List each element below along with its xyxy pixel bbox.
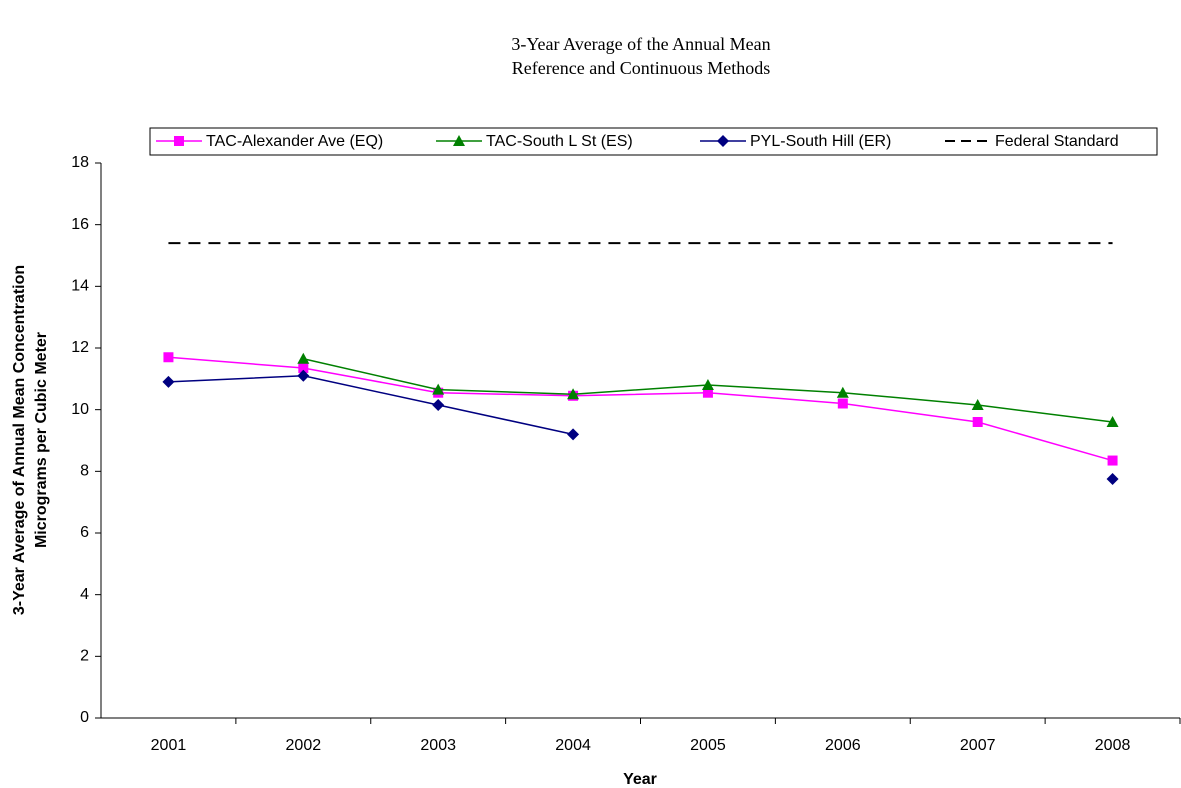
x-tick-label: 2005 xyxy=(690,737,726,754)
legend-label: TAC-South L St (ES) xyxy=(486,133,633,150)
legend-box xyxy=(149,127,1158,156)
data-point xyxy=(701,379,714,390)
chart-title: 3-Year Average of the Annual Mean xyxy=(511,34,770,54)
x-tick-label: 2004 xyxy=(555,737,591,754)
data-point xyxy=(836,386,849,398)
x-tick-label: 2001 xyxy=(151,737,187,754)
y-tick-label: 4 xyxy=(80,586,89,603)
y-tick-label: 14 xyxy=(71,278,89,295)
legend-marker xyxy=(717,135,729,147)
y-axis-label: Micrograms per Cubic Meter xyxy=(33,332,50,548)
legend-label: TAC-Alexander Ave (EQ) xyxy=(206,133,383,150)
series-line xyxy=(168,376,1112,479)
y-tick-label: 10 xyxy=(71,401,89,418)
x-axis-label: Year xyxy=(623,771,657,788)
data-point xyxy=(163,352,174,363)
legend-marker xyxy=(174,136,184,146)
data-point xyxy=(1106,473,1119,486)
data-point xyxy=(432,383,445,395)
data-point xyxy=(297,369,310,382)
y-tick-label: 6 xyxy=(80,524,89,541)
data-point xyxy=(298,363,309,374)
legend-label: PYL-South Hill (ER) xyxy=(750,133,891,150)
y-tick-label: 2 xyxy=(80,648,89,665)
series-line xyxy=(168,356,1113,462)
data-point xyxy=(297,352,310,364)
legend-label: Federal Standard xyxy=(995,133,1119,150)
y-tick-label: 12 xyxy=(71,339,89,356)
legend-marker xyxy=(453,135,465,146)
data-point xyxy=(972,417,983,427)
x-tick-label: 2008 xyxy=(1095,737,1131,754)
x-tick-label: 2003 xyxy=(420,737,456,754)
y-axis-label: 3-Year Average of Annual Mean Concentrat… xyxy=(11,265,28,615)
data-point xyxy=(567,428,580,441)
chart-subtitle: Reference and Continuous Methods xyxy=(512,58,770,78)
x-tick-label: 2002 xyxy=(286,737,322,754)
x-tick-label: 2006 xyxy=(825,737,861,754)
y-tick-label: 0 xyxy=(80,709,89,726)
data-point xyxy=(1107,455,1118,466)
y-axis-label-group: 3-Year Average of Annual Mean Concentrat… xyxy=(11,265,50,615)
y-tick-label: 16 xyxy=(71,216,89,233)
data-point xyxy=(432,399,445,412)
data-point xyxy=(702,387,713,398)
data-point xyxy=(567,388,580,400)
y-tick-label: 8 xyxy=(80,463,89,480)
data-point xyxy=(1106,416,1119,427)
data-point xyxy=(971,399,984,411)
data-point xyxy=(837,398,848,409)
y-tick-label: 18 xyxy=(71,154,89,171)
x-tick-label: 2007 xyxy=(960,737,996,754)
data-point xyxy=(162,375,175,388)
